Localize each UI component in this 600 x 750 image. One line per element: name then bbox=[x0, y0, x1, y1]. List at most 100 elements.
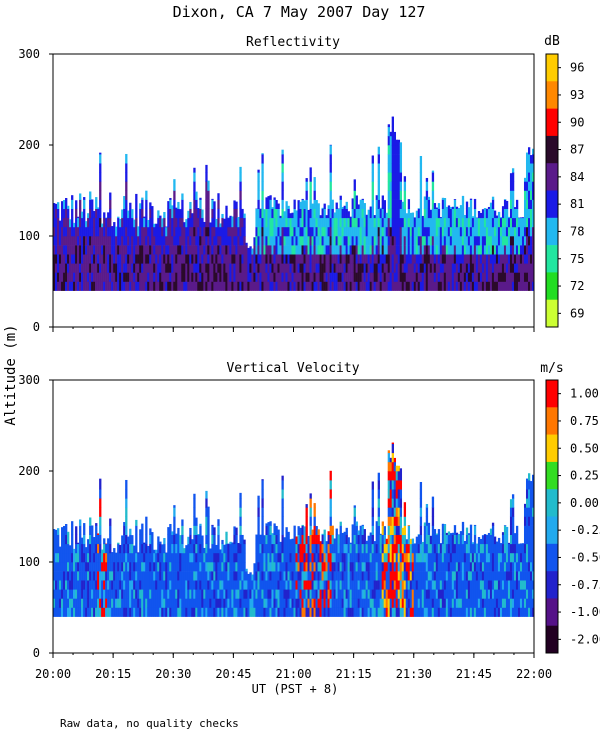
heatmap-cell bbox=[355, 195, 358, 200]
heatmap-cell bbox=[93, 607, 96, 617]
heatmap-cell bbox=[177, 552, 180, 563]
heatmap-cell bbox=[321, 226, 324, 237]
heatmap-cell bbox=[181, 193, 184, 200]
heatmap-cell bbox=[437, 571, 441, 581]
heatmap-cell bbox=[301, 571, 304, 581]
heatmap-cell bbox=[457, 254, 461, 264]
heatmap-cell bbox=[355, 521, 358, 526]
heatmap-cell bbox=[227, 598, 230, 608]
heatmap-cell bbox=[167, 607, 170, 617]
heatmap-cell bbox=[431, 598, 435, 608]
heatmap-cell bbox=[487, 589, 491, 599]
heatmap-cell bbox=[73, 562, 76, 572]
heatmap-cell bbox=[169, 598, 172, 608]
heatmap-cell bbox=[415, 607, 419, 617]
heatmap-cell bbox=[191, 539, 194, 545]
heatmap-cell bbox=[487, 206, 491, 209]
heatmap-cell bbox=[523, 263, 527, 273]
heatmap-cell bbox=[437, 607, 441, 617]
heatmap-cell bbox=[317, 245, 320, 255]
heatmap-cell bbox=[75, 281, 78, 291]
heatmap-cell bbox=[493, 589, 497, 599]
heatmap-cell bbox=[365, 571, 368, 581]
heatmap-cell bbox=[281, 489, 284, 499]
heatmap-cell bbox=[247, 263, 250, 273]
heatmap-cell bbox=[403, 502, 407, 508]
heatmap-cell bbox=[217, 598, 220, 608]
heatmap-cell bbox=[79, 543, 82, 554]
heatmap-cell bbox=[111, 226, 114, 228]
heatmap-cell bbox=[269, 236, 272, 246]
heatmap-cell bbox=[217, 217, 220, 228]
heatmap-cell bbox=[425, 281, 429, 291]
heatmap-cell bbox=[401, 589, 405, 599]
heatmap-cell bbox=[57, 281, 60, 291]
heatmap-cell bbox=[377, 254, 380, 264]
heatmap-cell bbox=[519, 236, 523, 246]
heatmap-cell bbox=[79, 552, 82, 563]
heatmap-cell bbox=[169, 272, 172, 282]
heatmap-cell bbox=[477, 607, 481, 617]
heatmap-cell bbox=[387, 254, 390, 264]
heatmap-cell bbox=[181, 598, 184, 608]
heatmap-cell bbox=[497, 589, 501, 599]
heatmap-cell bbox=[383, 589, 386, 599]
heatmap-cell bbox=[387, 126, 390, 137]
heatmap-cell bbox=[125, 498, 128, 508]
heatmap-cell bbox=[363, 272, 366, 282]
heatmap-cell bbox=[125, 263, 128, 273]
heatmap-cell bbox=[503, 226, 507, 237]
heatmap-cell bbox=[109, 571, 112, 581]
heatmap-cell bbox=[231, 589, 234, 599]
heatmap-cell bbox=[207, 199, 210, 209]
heatmap-cell bbox=[173, 272, 176, 282]
heatmap-cell bbox=[523, 503, 527, 508]
heatmap-cell bbox=[203, 254, 206, 264]
heatmap-cell bbox=[139, 226, 142, 237]
heatmap-cell bbox=[201, 281, 204, 291]
heatmap-cell bbox=[61, 254, 64, 264]
heatmap-cell bbox=[419, 272, 423, 282]
heatmap-cell bbox=[213, 543, 216, 554]
heatmap-cell bbox=[457, 571, 461, 581]
heatmap-cell bbox=[123, 217, 126, 228]
heatmap-cell bbox=[487, 598, 491, 608]
heatmap-cell bbox=[237, 589, 240, 599]
heatmap-cell bbox=[503, 525, 507, 526]
heatmap-cell bbox=[153, 571, 156, 581]
heatmap-cell bbox=[185, 607, 188, 617]
heatmap-cell bbox=[201, 209, 204, 219]
heatmap-cell bbox=[255, 281, 258, 291]
heatmap-cell bbox=[149, 543, 152, 554]
heatmap-cell bbox=[185, 236, 188, 246]
heatmap-cell bbox=[197, 580, 200, 590]
heatmap-cell bbox=[193, 562, 196, 572]
heatmap-cell bbox=[189, 571, 192, 581]
heatmap-cell bbox=[349, 254, 352, 264]
heatmap-cell bbox=[97, 272, 100, 282]
heatmap-cell bbox=[157, 589, 160, 599]
heatmap-cell bbox=[397, 254, 401, 264]
heatmap-cell bbox=[497, 580, 501, 590]
heatmap-cell bbox=[509, 525, 513, 535]
heatmap-cell bbox=[401, 226, 405, 237]
heatmap-cell bbox=[269, 525, 272, 535]
heatmap-cell bbox=[395, 571, 399, 581]
heatmap-cell bbox=[273, 598, 276, 608]
heatmap-cell bbox=[445, 281, 449, 291]
heatmap-cell bbox=[87, 589, 90, 599]
heatmap-cell bbox=[453, 199, 457, 200]
heatmap-cell bbox=[83, 281, 86, 291]
heatmap-cell bbox=[341, 598, 344, 608]
heatmap-cell bbox=[347, 537, 350, 545]
heatmap-cell bbox=[465, 217, 469, 228]
heatmap-cell bbox=[53, 589, 56, 599]
heatmap-cell bbox=[117, 272, 120, 282]
heatmap-cell bbox=[375, 226, 378, 237]
heatmap-cell bbox=[315, 607, 318, 617]
heatmap-cell bbox=[301, 525, 304, 535]
heatmap-cell bbox=[437, 245, 441, 255]
heatmap-cell bbox=[443, 226, 447, 237]
heatmap-cell bbox=[387, 281, 390, 291]
heatmap-cell bbox=[77, 216, 80, 219]
